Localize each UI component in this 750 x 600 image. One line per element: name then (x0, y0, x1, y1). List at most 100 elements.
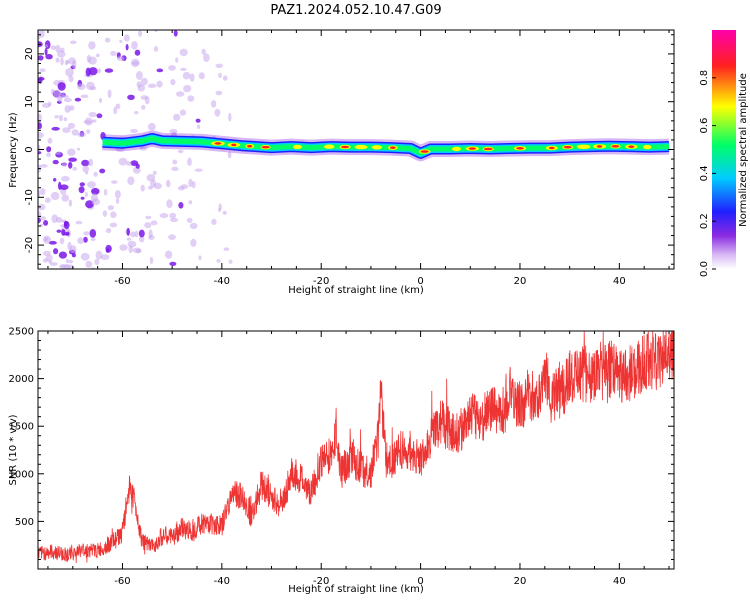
noise-speckle (187, 95, 195, 102)
noise-speckle (72, 166, 77, 171)
noise-speckle (63, 263, 71, 269)
noise-speckle (176, 91, 185, 97)
noise-speckle (38, 203, 46, 211)
noise-speckle (147, 83, 157, 89)
noise-speckle (59, 184, 69, 190)
noise-speckle (214, 108, 221, 117)
noise-speckle (62, 127, 71, 133)
noise-speckle (127, 176, 135, 185)
noise-speckle (50, 45, 57, 50)
noise-speckle (138, 229, 145, 238)
ridge-peak (247, 144, 253, 148)
noise-speckle (131, 41, 138, 50)
ridge-spot (165, 138, 176, 144)
noise-speckle (102, 210, 108, 218)
noise-speckle (180, 184, 189, 189)
noise-speckle (189, 222, 198, 230)
noise-speckle (111, 180, 118, 184)
noise-speckle (68, 157, 77, 162)
noise-speckle (144, 222, 152, 229)
noise-speckle (145, 215, 152, 220)
noise-speckle (134, 111, 139, 115)
noise-speckle (149, 256, 154, 265)
ridge-spot (181, 139, 191, 144)
noise-speckle (67, 148, 76, 156)
noise-speckle (168, 65, 176, 71)
ridge-spot (371, 145, 382, 150)
noise-speckle (190, 238, 197, 247)
snr-x-tick-label: -60 (114, 576, 130, 587)
noise-speckle (134, 49, 141, 56)
noise-speckle (76, 147, 81, 151)
noise-speckle (104, 68, 114, 73)
ridge-peak (596, 145, 603, 148)
noise-speckle (90, 237, 96, 241)
noise-speckle (79, 182, 86, 187)
chart-title: PAZ1.2024.052.10.47.G09 (270, 3, 441, 18)
spectrogram-x-ticks: -60 -40 -20 0 20 40 (47, 30, 670, 287)
noise-speckle (135, 248, 142, 254)
noise-speckle (59, 114, 63, 122)
spectrogram-panel: -60 -40 -20 0 20 40 -20 -10 0 10 20 Height of str… (8, 29, 675, 296)
noise-speckle (91, 187, 100, 195)
noise-speckle (147, 122, 156, 131)
snr-x-tick-label: 40 (613, 576, 626, 587)
ridge-peak (611, 145, 620, 148)
noise-speckle (38, 189, 41, 199)
noise-speckle (68, 199, 73, 207)
noise-speckle (81, 159, 90, 167)
noise-speckle (134, 230, 139, 238)
noise-speckle (172, 159, 178, 165)
noise-speckle (198, 72, 205, 80)
ridge-spot (451, 146, 461, 152)
snr-y-tick-label: 500 (15, 517, 34, 528)
snr-y-tick-label: 1500 (9, 422, 34, 433)
noise-speckle (56, 216, 63, 223)
noise-speckle (77, 83, 86, 90)
noise-speckle (38, 122, 42, 130)
ridge-spot (196, 139, 208, 145)
snr-panel: -60 -40 -20 0 20 40 500 1000 1500 2000 2500 Heigh… (8, 327, 675, 595)
noise-speckle (85, 260, 93, 268)
noise-speckle (154, 30, 158, 33)
snr-series-line (38, 331, 674, 564)
noise-speckle (44, 44, 48, 48)
noise-speckle (218, 72, 222, 79)
spectrogram-x-tick-label: 20 (514, 276, 527, 287)
noise-speckle (169, 212, 177, 219)
noise-speckle (228, 259, 233, 264)
noise-speckle (218, 203, 222, 211)
noise-speckle (53, 248, 59, 255)
ridge-spot (132, 139, 145, 144)
noise-speckle (63, 220, 68, 227)
noise-speckle (88, 56, 97, 65)
noise-speckle (62, 94, 69, 99)
noise-speckle (38, 132, 44, 139)
noise-speckle (98, 97, 103, 104)
noise-speckle (45, 254, 53, 262)
noise-speckle (39, 164, 48, 168)
snr-y-axis-label: SNR (10 * v/v) (8, 414, 19, 485)
noise-speckle (83, 231, 90, 236)
noise-speckle (153, 182, 162, 190)
noise-speckle (195, 118, 201, 123)
noise-speckle (38, 77, 43, 84)
noise-speckle (70, 40, 77, 45)
noise-speckle (107, 89, 112, 99)
ridge-peak (214, 142, 222, 145)
colorbar: 0.0 0.2 0.4 0.6 0.8 Normalized spectral ampl… (699, 30, 749, 277)
noise-speckle (187, 157, 192, 166)
noise-speckle (80, 252, 90, 261)
noise-speckle (109, 222, 118, 228)
noise-speckle (85, 67, 91, 77)
noise-speckle (63, 117, 68, 122)
ridge-spot (324, 144, 335, 149)
noise-speckle (188, 178, 193, 188)
colorbar-tick-label: 0.2 (699, 213, 710, 229)
noise-speckle (91, 119, 97, 123)
noise-speckle (88, 158, 94, 167)
noise-speckle (48, 240, 57, 245)
noise-speckle (53, 178, 57, 182)
noise-speckle (165, 179, 171, 188)
noise-speckle (150, 220, 158, 226)
